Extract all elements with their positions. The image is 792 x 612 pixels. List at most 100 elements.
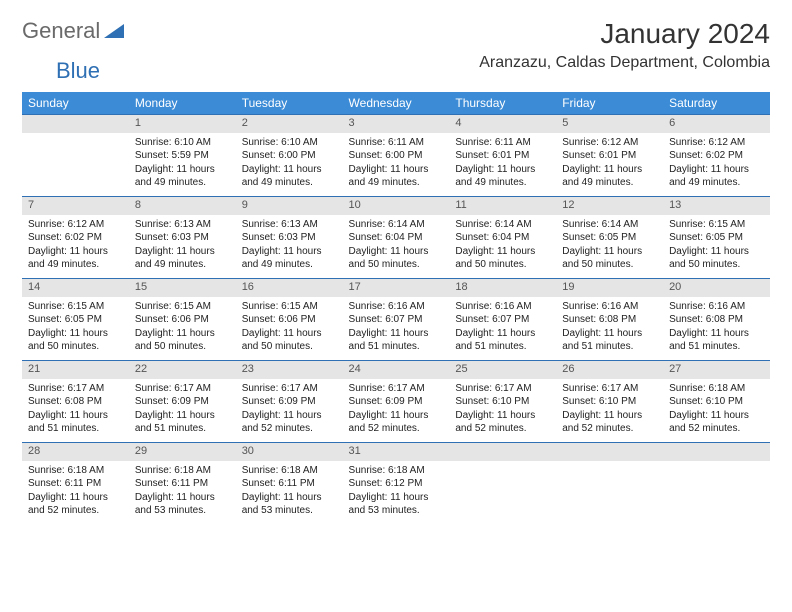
day-details-cell: Sunrise: 6:13 AMSunset: 6:03 PMDaylight:…: [129, 215, 236, 279]
day-details-cell: Sunrise: 6:18 AMSunset: 6:11 PMDaylight:…: [236, 461, 343, 525]
day-number-cell: 11: [449, 197, 556, 215]
day-details-cell: Sunrise: 6:11 AMSunset: 6:00 PMDaylight:…: [343, 133, 450, 197]
day-details-cell: Sunrise: 6:14 AMSunset: 6:04 PMDaylight:…: [343, 215, 450, 279]
sunrise-line: Sunrise: 6:17 AM: [455, 383, 531, 394]
day-number-cell: 1: [129, 115, 236, 133]
day-number-cell: 5: [556, 115, 663, 133]
daylight-line: Daylight: 11 hours and 49 minutes.: [242, 164, 322, 189]
sunrise-line: Sunrise: 6:14 AM: [455, 219, 531, 230]
sunset-line: Sunset: 6:06 PM: [242, 314, 316, 325]
day-details-cell: Sunrise: 6:12 AMSunset: 6:01 PMDaylight:…: [556, 133, 663, 197]
daynum-row: 78910111213: [22, 197, 770, 215]
sunset-line: Sunset: 6:00 PM: [242, 150, 316, 161]
sunset-line: Sunset: 6:08 PM: [28, 396, 102, 407]
calendar-body: 123456Sunrise: 6:10 AMSunset: 5:59 PMDay…: [22, 115, 770, 525]
sunset-line: Sunset: 6:11 PM: [242, 478, 315, 489]
day-number-cell: 25: [449, 361, 556, 379]
daylight-line: Daylight: 11 hours and 49 minutes.: [28, 246, 108, 271]
day-number-cell: 22: [129, 361, 236, 379]
sunrise-line: Sunrise: 6:15 AM: [669, 219, 745, 230]
day-details-cell: Sunrise: 6:18 AMSunset: 6:11 PMDaylight:…: [129, 461, 236, 525]
day-number-cell: 8: [129, 197, 236, 215]
daylight-line: Daylight: 11 hours and 50 minutes.: [28, 328, 108, 353]
weekday-header: Monday: [129, 92, 236, 115]
day-number-cell: 26: [556, 361, 663, 379]
daylight-line: Daylight: 11 hours and 49 minutes.: [455, 164, 535, 189]
day-number-cell: 20: [663, 279, 770, 297]
daylight-line: Daylight: 11 hours and 49 minutes.: [242, 246, 322, 271]
day-details-cell: Sunrise: 6:12 AM Sunset: 6:02 PM Daylight:…: [663, 133, 770, 197]
daylight-line: Daylight: 11 hours and 52 minutes.: [28, 492, 108, 517]
day-details-cell: [449, 461, 556, 525]
sunrise-line: Sunrise: 6:16 AM: [349, 301, 425, 312]
details-row: Sunrise: 6:15 AMSunset: 6:05 PMDaylight:…: [22, 297, 770, 361]
weekday-header: Tuesday: [236, 92, 343, 115]
month-title: January 2024: [479, 18, 770, 50]
daylight-line: Daylight: 11 hours and 53 minutes.: [242, 492, 322, 517]
daylight-line: Daylight: 11 hours and 49 minutes.: [669, 164, 749, 189]
sunrise-line: Sunrise: 6:14 AM: [349, 219, 425, 230]
weekday-header: Wednesday: [343, 92, 450, 115]
day-details-cell: Sunrise: 6:13 AM Sunset: 6:03 PM Daylight:…: [236, 215, 343, 279]
day-details-cell: Sunrise: 6:16 AMSunset: 6:08 PMDaylight:…: [663, 297, 770, 361]
day-number-cell: 17: [343, 279, 450, 297]
sunrise-line: Sunrise: 6:17 AM: [349, 383, 425, 394]
daylight-line: Daylight: 11 hours and 52 minutes.: [455, 410, 535, 435]
daylight-line: Daylight: 11 hours and 50 minutes.: [562, 246, 642, 271]
sunset-line: Sunset: 6:05 PM: [669, 232, 743, 243]
day-number-cell: 7: [22, 197, 129, 215]
daylight-line: Daylight: 11 hours and 50 minutes.: [455, 246, 535, 271]
day-details-cell: Sunrise: 6:14 AM Sunset: 6:04 PM Daylight:…: [449, 215, 556, 279]
details-row: Sunrise: 6:10 AMSunset: 5:59 PMDaylight:…: [22, 133, 770, 197]
sunrise-line: Sunrise: 6:17 AM: [135, 383, 211, 394]
daylight-line: Daylight: 11 hours and 50 minutes.: [242, 328, 322, 353]
day-details-cell: Sunrise: 6:11 AMSunset: 6:01 PMDaylight:…: [449, 133, 556, 197]
sunrise-line: Sunrise: 6:16 AM: [562, 301, 638, 312]
day-details-cell: Sunrise: 6:15 AMSunset: 6:05 PMDaylight:…: [663, 215, 770, 279]
sunrise-line: Sunrise: 6:12 AM: [669, 137, 745, 148]
daylight-line: Daylight: 11 hours and 49 minutes.: [135, 164, 215, 189]
sunset-line: Sunset: 6:08 PM: [562, 314, 636, 325]
sunset-line: Sunset: 6:09 PM: [349, 396, 423, 407]
sunset-line: Sunset: 6:06 PM: [135, 314, 209, 325]
day-number-cell: 14: [22, 279, 129, 297]
day-number-cell: 9: [236, 197, 343, 215]
daynum-row: 21222324252627: [22, 361, 770, 379]
sunrise-line: Sunrise: 6:18 AM: [28, 465, 104, 476]
day-details-cell: Sunrise: 6:17 AMSunset: 6:10 PMDaylight:…: [556, 379, 663, 443]
day-details-cell: Sunrise: 6:15 AMSunset: 6:06 PMDaylight:…: [236, 297, 343, 361]
sunset-line: Sunset: 6:11 PM: [28, 478, 101, 489]
day-details-cell: Sunrise: 6:17 AM Sunset: 6:09 PM Daylight:…: [129, 379, 236, 443]
sunset-line: Sunset: 6:03 PM: [242, 232, 316, 243]
sunrise-line: Sunrise: 6:13 AM: [242, 219, 318, 230]
sunset-line: Sunset: 6:10 PM: [669, 396, 743, 407]
day-details-cell: Sunrise: 6:18 AMSunset: 6:12 PMDaylight:…: [343, 461, 450, 525]
daylight-line: Daylight: 11 hours and 51 minutes.: [135, 410, 215, 435]
sunrise-line: Sunrise: 6:18 AM: [135, 465, 211, 476]
daynum-row: 28293031: [22, 443, 770, 461]
sunset-line: Sunset: 6:00 PM: [349, 150, 423, 161]
daylight-line: Daylight: 11 hours and 49 minutes.: [135, 246, 215, 271]
weekday-header: Thursday: [449, 92, 556, 115]
day-number-cell: 27: [663, 361, 770, 379]
daylight-line: Daylight: 11 hours and 50 minutes.: [349, 246, 429, 271]
weekday-header: Saturday: [663, 92, 770, 115]
day-number-cell: 24: [343, 361, 450, 379]
daylight-line: Daylight: 11 hours and 52 minutes.: [669, 410, 749, 435]
sunset-line: Sunset: 6:01 PM: [455, 150, 529, 161]
sunset-line: Sunset: 6:01 PM: [562, 150, 636, 161]
sunset-line: Sunset: 6:04 PM: [455, 232, 529, 243]
sunset-line: Sunset: 6:03 PM: [135, 232, 209, 243]
sunset-line: Sunset: 6:09 PM: [242, 396, 316, 407]
day-number-cell: 19: [556, 279, 663, 297]
sunset-line: Sunset: 6:02 PM: [28, 232, 102, 243]
daylight-line: Daylight: 11 hours and 51 minutes.: [349, 328, 429, 353]
sunrise-line: Sunrise: 6:10 AM: [135, 137, 211, 148]
sunrise-line: Sunrise: 6:18 AM: [349, 465, 425, 476]
day-details-cell: [663, 461, 770, 525]
sunset-line: Sunset: 6:02 PM: [669, 150, 743, 161]
day-number-cell: 30: [236, 443, 343, 461]
sunset-line: Sunset: 6:09 PM: [135, 396, 209, 407]
sunset-line: Sunset: 6:05 PM: [562, 232, 636, 243]
day-details-cell: Sunrise: 6:16 AMSunset: 6:08 PMDaylight:…: [556, 297, 663, 361]
